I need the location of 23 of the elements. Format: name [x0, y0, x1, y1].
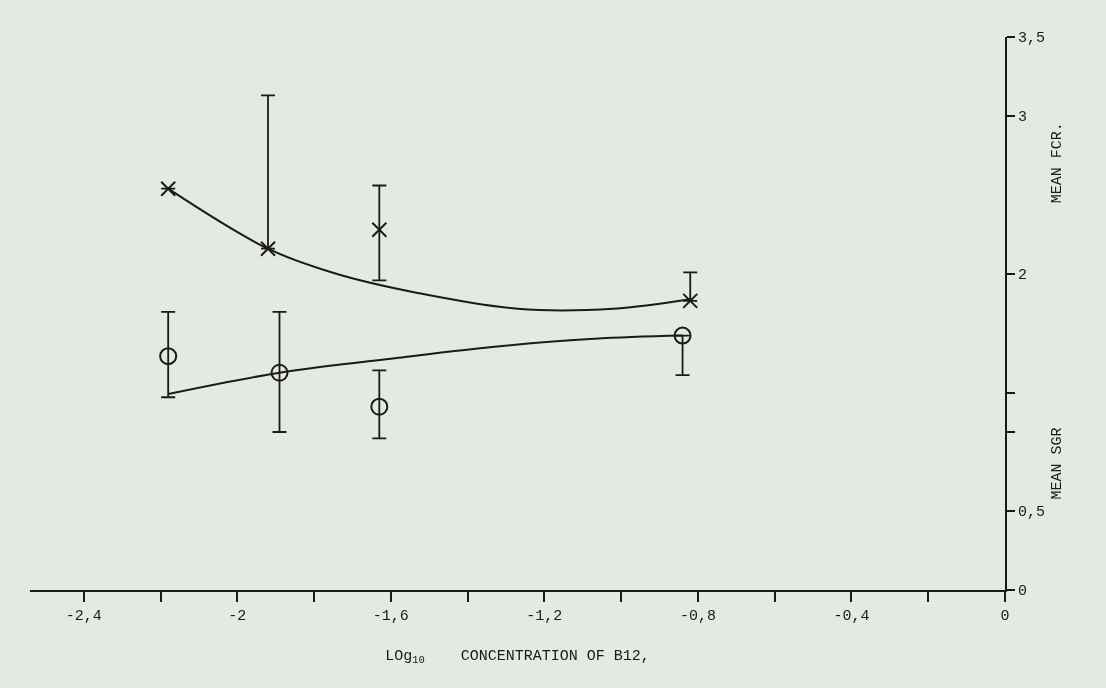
x-tick-label: -2,4: [65, 608, 102, 625]
point: [371, 221, 388, 238]
point: [159, 347, 178, 366]
x-tick-label: -1,2: [526, 608, 563, 625]
x-tick-label: -1,6: [372, 608, 409, 625]
x-tick-label: -0,4: [833, 608, 870, 625]
y-axis-title: MEAN FCR.: [1049, 122, 1067, 204]
text: LOg$_{10}$ CONCENTRATION OF B12,: [385, 647, 650, 666]
point: [270, 363, 289, 382]
y-tick-label: 3: [1018, 109, 1028, 127]
y-tick-label: 3,5: [1018, 30, 1046, 48]
y-tick-label: 2: [1018, 267, 1028, 285]
point: [370, 397, 389, 416]
x-tick-label: -0,8: [679, 608, 716, 625]
x-tick-label: -2: [228, 608, 247, 625]
x-tick-label: 0: [1000, 608, 1010, 625]
y-tick-label: 0: [1018, 583, 1028, 601]
y2-axis-title: MEAN SGR: [1049, 427, 1067, 500]
point: [673, 326, 692, 345]
point: [160, 180, 177, 197]
y-tick-label: 0,5: [1018, 504, 1046, 522]
point: [259, 240, 276, 257]
point: [682, 292, 699, 309]
